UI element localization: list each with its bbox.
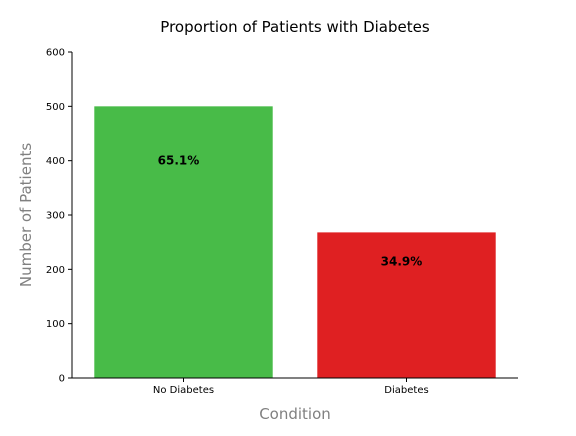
- y-ticks-layer: 0 100 200 300 400 500 600: [46, 48, 72, 385]
- y-tick-label: 400: [46, 156, 65, 167]
- y-axis-label: Number of Patients: [17, 143, 35, 287]
- y-tick-label: 500: [46, 102, 65, 113]
- x-axis-label: Condition: [259, 405, 331, 423]
- x-ticks-layer: No Diabetes Diabetes: [153, 378, 429, 396]
- chart-title: Proportion of Patients with Diabetes: [160, 18, 430, 36]
- bar-percentage-label: 65.1%: [158, 154, 200, 168]
- y-tick-label: 200: [46, 265, 65, 276]
- y-tick-label: 600: [46, 48, 65, 59]
- bar-percentage-label: 34.9%: [381, 255, 423, 269]
- x-tick-label: Diabetes: [384, 385, 428, 396]
- bar-labels-layer: 65.1% 34.9%: [158, 154, 423, 269]
- bar-diabetes: [317, 232, 496, 378]
- bars-layer: [94, 106, 496, 378]
- y-tick-label: 0: [59, 374, 65, 385]
- bar-no-diabetes: [94, 106, 273, 378]
- y-tick-label: 100: [46, 319, 65, 330]
- y-tick-label: 300: [46, 211, 65, 222]
- x-tick-label: No Diabetes: [153, 385, 214, 396]
